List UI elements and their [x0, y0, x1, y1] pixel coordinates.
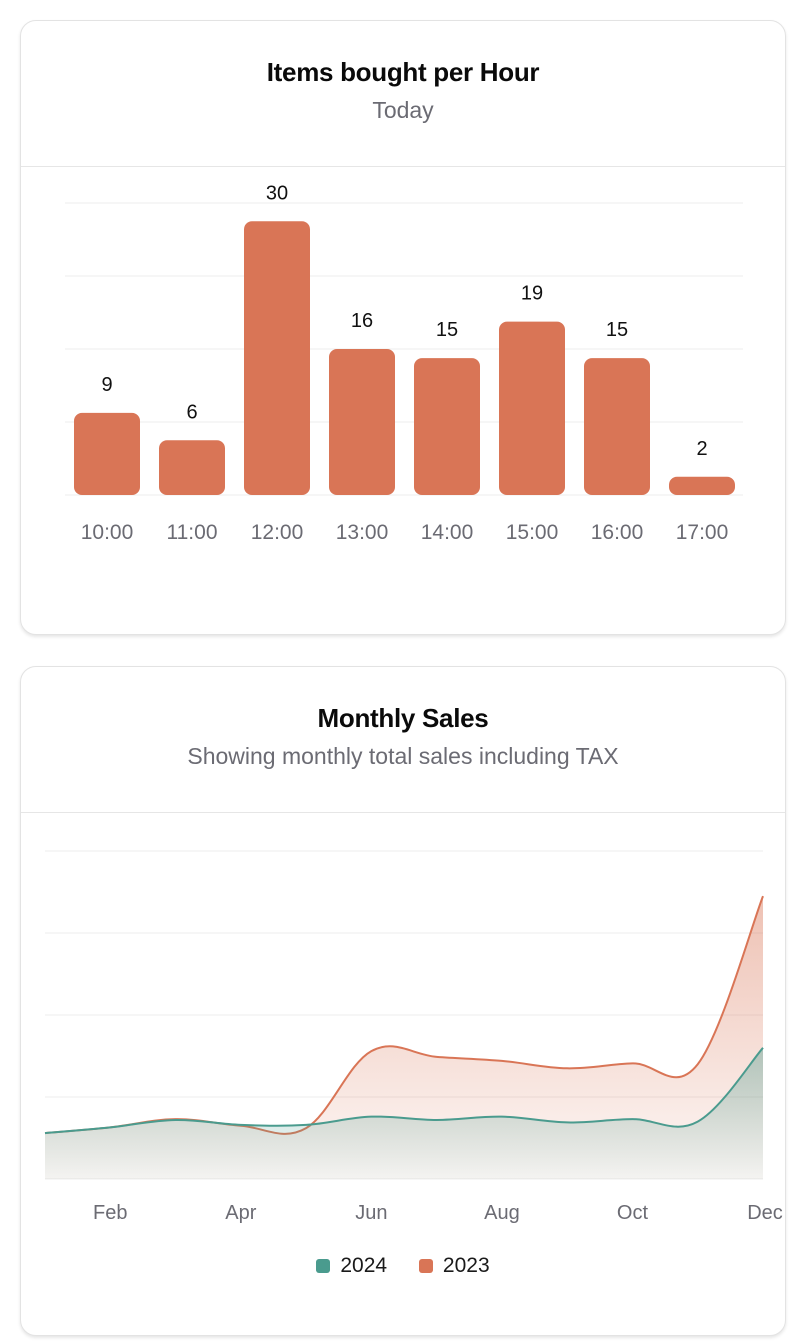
bar-value-label: 6 [186, 401, 197, 423]
bar-group: 6 11:00 [159, 401, 225, 544]
monthly-sales-card: Monthly Sales Showing monthly total sale… [20, 666, 786, 1336]
area-line-2024[interactable] [44, 1047, 764, 1135]
bar-group: 16 13:00 [329, 310, 395, 544]
bar-tick-label: 10:00 [81, 521, 134, 544]
area-fill-2023 [45, 896, 763, 1179]
legend-label-2023: 2023 [442, 1254, 490, 1278]
area-tick-label: Dec [747, 1202, 783, 1224]
area-tick-label: Oct [617, 1202, 649, 1224]
bar-tick-label: 14:00 [421, 521, 474, 544]
area-tick-label: Jun [355, 1202, 387, 1224]
area-tick-label: Feb [93, 1202, 127, 1224]
bar[interactable] [499, 321, 565, 495]
area-tick-label: Apr [225, 1202, 256, 1224]
legend-item-2024[interactable]: 2024 [316, 1254, 387, 1278]
bar-group: 15 14:00 [414, 319, 480, 544]
bar-tick-label: 12:00 [251, 521, 304, 544]
series-2024 [44, 1047, 764, 1179]
bar[interactable] [584, 358, 650, 495]
bar-value-label: 30 [266, 182, 288, 204]
bar[interactable] [159, 440, 225, 495]
bar-value-label: 15 [606, 319, 628, 341]
area-tick-label: Aug [484, 1202, 520, 1224]
area-fill-2024 [45, 1047, 763, 1179]
monthly-sales-area-chart: Feb Apr Jun Aug Oct Dec [44, 850, 783, 1224]
monthly-sales-subtitle: Showing monthly total sales including TA… [187, 743, 619, 769]
bar[interactable] [414, 358, 480, 495]
monthly-sales-title: Monthly Sales [317, 703, 489, 733]
bar-value-label: 19 [521, 283, 543, 305]
bar-value-label: 16 [351, 310, 373, 332]
items-per-hour-bar-chart: 9 10:00 6 11:00 30 12:00 16 13:00 15 14:00 19 15:00… [65, 182, 743, 544]
bar-tick-label: 17:00 [676, 521, 729, 544]
bar-group: 15 16:00 [584, 319, 650, 544]
area-x-axis: Feb Apr Jun Aug Oct Dec [93, 1202, 783, 1224]
bar[interactable] [74, 412, 140, 495]
items-per-hour-card: Items bought per Hour Today 9 10:00 6 11:00… [20, 20, 786, 635]
legend-item-2023[interactable]: 2023 [418, 1254, 490, 1278]
bar-value-label: 15 [436, 319, 458, 341]
items-per-hour-title: Items bought per Hour [266, 57, 540, 87]
bar-tick-label: 13:00 [336, 521, 389, 544]
bar[interactable] [329, 349, 395, 495]
bar-tick-label: 15:00 [506, 521, 559, 544]
bar-value-label: 2 [696, 438, 707, 460]
legend-label-2024: 2024 [340, 1254, 388, 1278]
monthly-sales-header: Monthly Sales Showing monthly total sale… [21, 667, 785, 813]
bar-group: 19 15:00 [499, 283, 565, 544]
legend-swatch-2024 [316, 1259, 331, 1274]
legend-swatch-2023 [418, 1259, 433, 1274]
items-per-hour-subtitle: Today [372, 97, 434, 123]
items-per-hour-header: Items bought per Hour Today [21, 21, 785, 167]
bar[interactable] [244, 221, 310, 495]
bar-tick-label: 11:00 [167, 521, 218, 544]
bar-group: 9 10:00 [74, 374, 140, 544]
bar-tick-label: 16:00 [591, 521, 644, 544]
bar-value-label: 9 [101, 374, 112, 396]
monthly-sales-legend: 2024 2023 [21, 1254, 785, 1278]
bar[interactable] [669, 476, 735, 495]
bar-group: 2 17:00 [669, 438, 735, 544]
bar-group: 30 12:00 [244, 182, 310, 544]
